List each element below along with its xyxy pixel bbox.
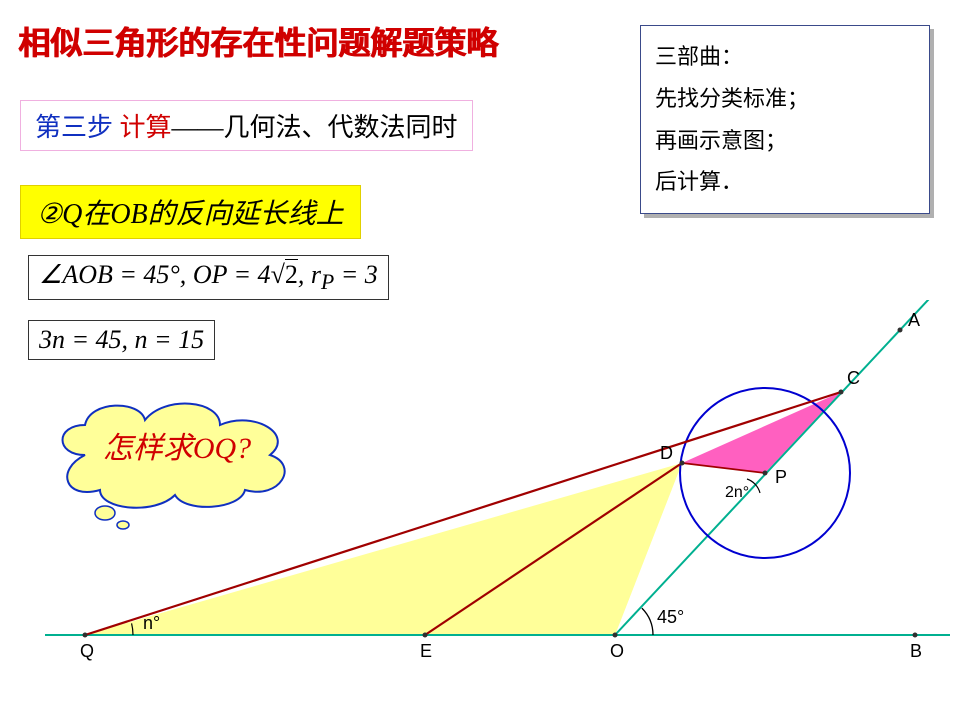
case-label: ②Q在OB的反向延长线上 [37,199,344,230]
svg-text:Q: Q [80,641,94,661]
trilogy-line: 先找分类标准； [655,78,915,120]
svg-text:O: O [610,641,624,661]
svg-text:A: A [908,310,920,330]
trilogy-line: 再画示意图； [655,120,915,162]
trilogy-box: 三部曲： 先找分类标准； 再画示意图； 后计算． [640,25,930,214]
trilogy-line: 后计算． [655,161,915,203]
step-box: 第三步 计算——几何法、代数法同时 [20,100,473,151]
case-label-box: ②Q在OB的反向延长线上 [20,185,361,239]
step-suffix: ——几何法、代数法同时 [172,113,458,142]
step-mid: 计算 [120,113,172,142]
svg-text:D: D [660,443,673,463]
svg-text:45°: 45° [657,607,684,627]
svg-text:n°: n° [143,613,160,633]
trilogy-line: 三部曲： [655,36,915,78]
svg-text:B: B [910,641,922,661]
step-prefix: 第三步 [35,113,120,142]
formula-given: ∠AOB = 45°, OP = 4√2, rP = 3 [28,255,389,300]
svg-text:C: C [847,368,860,388]
geometry-diagram: Q E O B P D C A 45° n° 2n° [45,300,950,680]
page-title: 相似三角形的存在性问题解题策略 [18,18,498,64]
svg-text:E: E [420,641,432,661]
svg-text:P: P [775,467,787,487]
svg-text:2n°: 2n° [725,484,749,501]
